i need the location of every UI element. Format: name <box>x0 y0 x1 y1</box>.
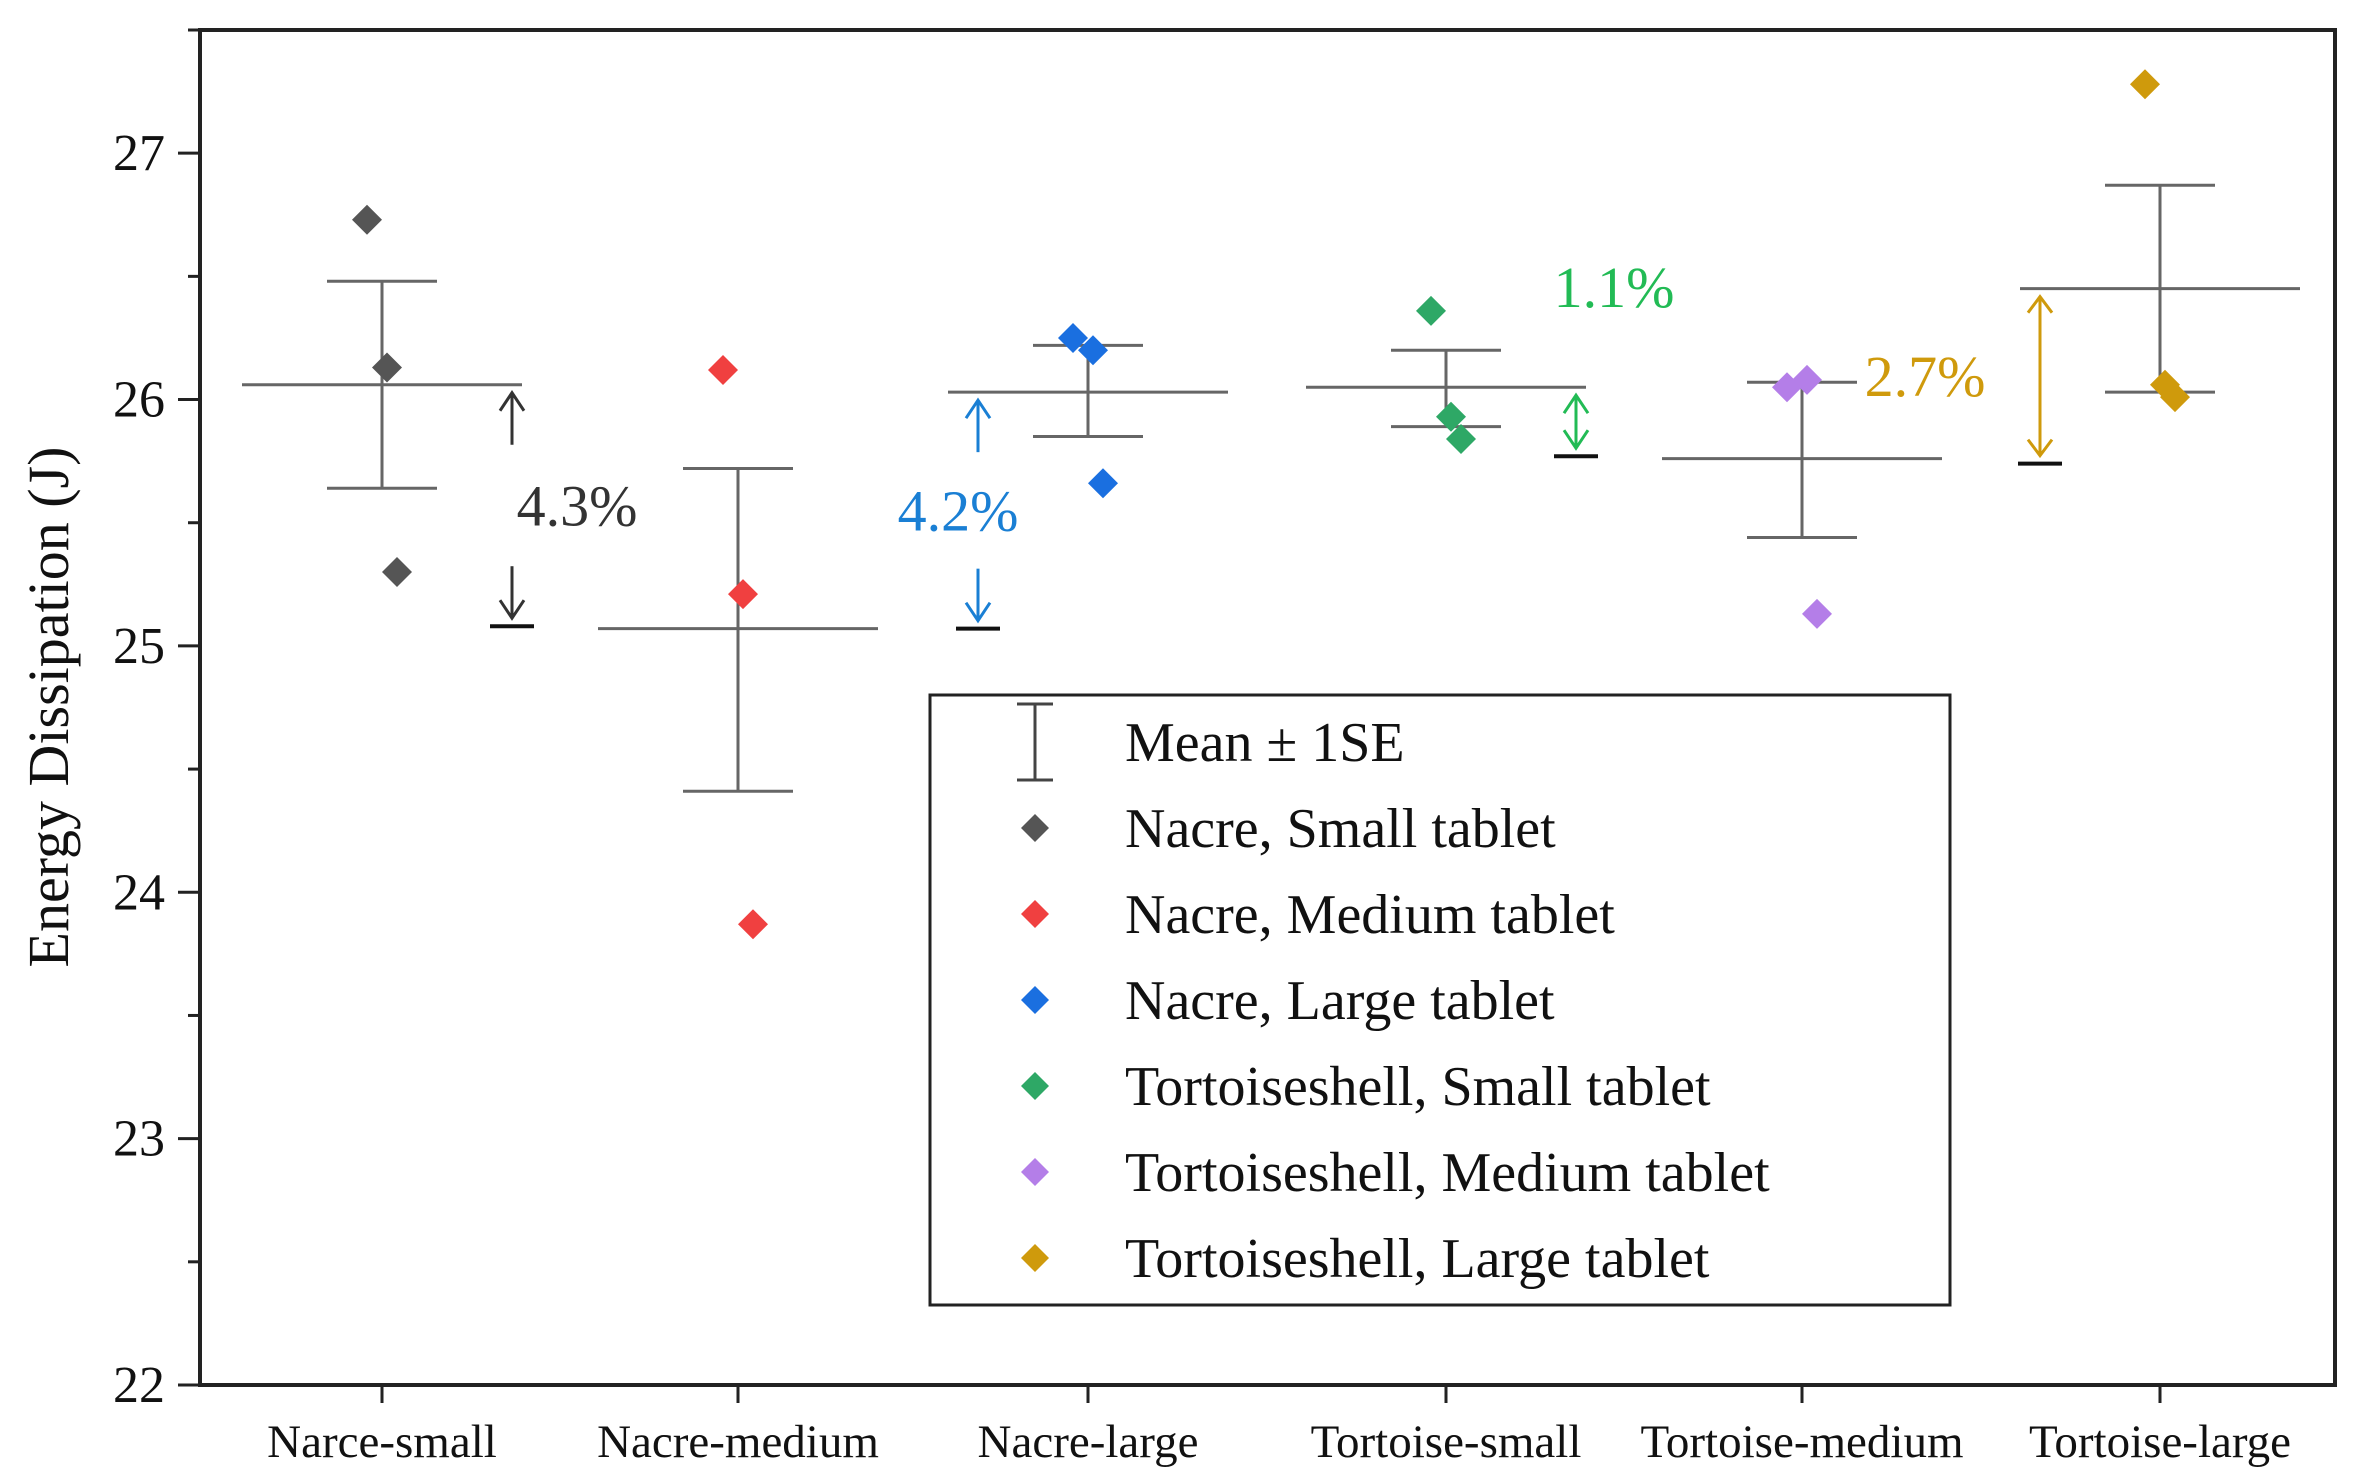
x-tick-label: Nacre-large <box>978 1416 1199 1468</box>
data-point <box>1416 295 1446 326</box>
legend-marker <box>1021 1072 1049 1100</box>
mean-se-marker <box>2020 183 2300 394</box>
y-tick-label: 24 <box>113 864 165 921</box>
arrow-head <box>1562 429 1590 451</box>
percent-annotation: 4.2% <box>898 397 1019 631</box>
mean-se-marker <box>598 467 878 793</box>
legend-label: Tortoiseshell, Small tablet <box>1125 1056 1711 1118</box>
x-tick-label: Tortoise-large <box>2029 1416 2291 1468</box>
legend: Mean ± 1SE Nacre, Small tablet Nacre, Medi… <box>928 693 1952 1307</box>
data-point <box>1792 364 1822 395</box>
legend-marker <box>1021 1244 1049 1272</box>
arrow-head <box>2026 294 2054 314</box>
mean-se-markers <box>242 183 2300 793</box>
data-point <box>352 204 382 235</box>
arrow-head <box>498 390 526 412</box>
x-tick-label: Tortoise-medium <box>1640 1416 1963 1468</box>
y-tick-label: 23 <box>113 1111 165 1168</box>
arrow-head <box>964 397 992 419</box>
arrow-head <box>1562 392 1590 415</box>
data-point <box>2130 69 2160 100</box>
axes: 22 23 24 25 26 27 Narce-small Nacre-medium Nacre… <box>113 28 2291 1468</box>
data-point <box>1802 598 1832 629</box>
percent-annotation: 1.1% <box>1554 255 1675 459</box>
legend-label: Nacre, Small tablet <box>1125 798 1556 860</box>
legend-item: Nacre, Medium tablet <box>1021 884 1615 946</box>
percent-annotation: 4.3% <box>490 390 638 629</box>
percent-label: 4.3% <box>517 473 638 538</box>
legend-item: Nacre, Small tablet <box>1021 798 1556 860</box>
x-tick-label: Narce-small <box>267 1416 497 1468</box>
arrow-head <box>964 601 992 624</box>
data-point <box>1078 335 1108 366</box>
legend-marker <box>1021 814 1049 842</box>
x-tick-label: Tortoise-small <box>1311 1416 1582 1468</box>
percent-label: 4.2% <box>898 478 1019 543</box>
percent-label: 2.7% <box>1865 344 1986 409</box>
y-tick-label: 27 <box>113 125 165 182</box>
data-point <box>2160 382 2190 413</box>
legend-label: Nacre, Large tablet <box>1125 970 1555 1032</box>
legend-label: Tortoiseshell, Large tablet <box>1125 1228 1710 1290</box>
data-point <box>1058 322 1088 353</box>
mean-se-marker <box>948 343 1228 438</box>
data-points <box>352 69 2190 940</box>
arrow-head <box>2026 438 2054 459</box>
y-tick-label: 22 <box>113 1357 165 1414</box>
legend-marker <box>1021 986 1049 1014</box>
plot-frame <box>198 28 2337 1387</box>
legend-item: Tortoiseshell, Large tablet <box>1021 1228 1710 1290</box>
y-axis-label: Energy Dissipation (J) <box>16 447 81 968</box>
legend-item: Tortoiseshell, Small tablet <box>1021 1056 1711 1118</box>
data-point <box>1088 468 1118 499</box>
y-tick-label: 26 <box>113 372 165 429</box>
legend-box <box>928 693 1952 1307</box>
legend-marker <box>1021 900 1049 928</box>
legend-item: Mean ± 1SE <box>1017 702 1405 782</box>
data-point <box>1436 401 1466 432</box>
legend-marker <box>1021 1158 1049 1186</box>
arrow-head <box>498 599 526 621</box>
y-tick-label: 25 <box>113 618 165 675</box>
data-point <box>382 557 412 587</box>
data-point <box>708 354 738 385</box>
legend-label: Nacre, Medium tablet <box>1125 884 1615 946</box>
data-point <box>1446 423 1476 454</box>
legend-item: Nacre, Large tablet <box>1021 970 1555 1032</box>
legend-label: Mean ± 1SE <box>1125 712 1405 774</box>
data-point <box>738 909 768 940</box>
percent-label: 1.1% <box>1554 255 1675 320</box>
data-point <box>728 579 758 610</box>
legend-item: Tortoiseshell, Medium tablet <box>1021 1142 1770 1204</box>
x-tick-label: Nacre-medium <box>597 1416 879 1468</box>
annotations: 4.3% 4.2% 1.1% 2.7% <box>490 255 2062 631</box>
mean-se-marker <box>242 279 522 490</box>
percent-annotation: 2.7% <box>1865 294 2062 466</box>
legend-label: Tortoiseshell, Medium tablet <box>1125 1142 1770 1204</box>
data-point <box>372 352 402 383</box>
